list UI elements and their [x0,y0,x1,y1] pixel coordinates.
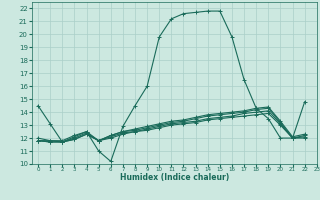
X-axis label: Humidex (Indice chaleur): Humidex (Indice chaleur) [120,173,229,182]
